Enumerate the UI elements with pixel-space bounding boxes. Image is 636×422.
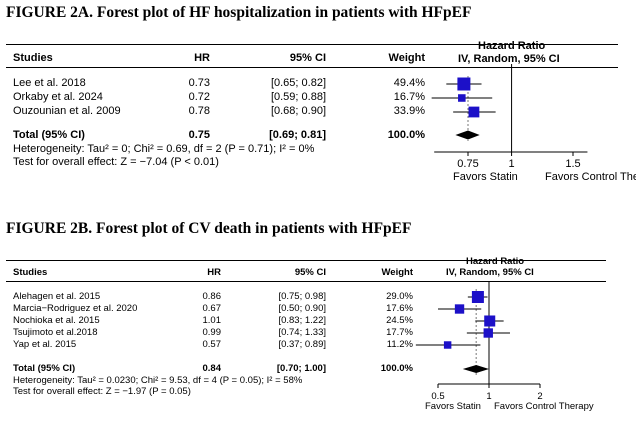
fig2a-top-rule [6,44,618,45]
fig2b-top-rule [6,260,606,261]
fig2b-favors-left: Favors Statin [425,401,481,412]
fig2b-study-name: Tsujimoto et al.2018 [13,327,98,338]
fig2a-study-ci: [0.68; 0.90] [270,105,326,117]
fig2b-estimate-square [443,341,452,349]
fig2a-study-name: Ouzounian et al. 2009 [13,105,121,117]
fig2b-total-weight: 100.0% [380,363,413,374]
fig2b-study-name: Marcia−Rodriguez et al. 2020 [13,303,138,314]
fig2b-col-ci: 95% CI [294,267,326,278]
fig2a-pooled-diamond [455,130,480,140]
fig2b-effect-header-1: Hazard Ratio [466,256,525,267]
fig2a-overall-test: Test for overall effect: Z = −7.04 (P < … [13,156,219,168]
fig2a-study-ci: [0.65; 0.82] [270,77,326,89]
fig2b-favors-right: Favors Control Therapy [494,401,594,412]
fig2a-estimate-square [458,94,466,102]
fig2a-col-weight: Weight [388,52,425,64]
fig2a-total-label: Total (95% CI) [13,129,85,141]
fig2b-x-tick-label: 1 [486,391,491,402]
fig2b-overall-test: Test for overall effect: Z = −1.97 (P = … [13,386,191,397]
fig2b-total-label: Total (95% CI) [13,363,76,374]
fig2a-col-hr: HR [194,52,210,64]
fig2a-x-tick-label: 1.5 [565,158,580,170]
fig2b-study-name: Yap et al. 2015 [13,339,77,350]
fig2a-x-tick-label: 1 [509,158,515,170]
fig2b-col-hr: HR [207,267,221,278]
fig2a-effect-header-1: Hazard Ratio [478,40,546,52]
fig2b-heterogeneity: Heterogeneity: Tau² = 0.0230; Chi² = 9.5… [13,375,303,386]
fig2b-effect-header-2: IV, Random, 95% CI [446,267,534,278]
fig2b-study-ci: [0.74; 1.33] [278,327,326,338]
figure-2b-title: FIGURE 2B. Forest plot of CV death in pa… [6,220,412,237]
fig2a-study-ci: [0.59; 0.88] [270,91,326,103]
fig2a-favors-left: Favors Statin [453,171,518,183]
fig2b-study-weight: 24.5% [386,315,413,326]
fig2a-estimate-square [468,106,480,118]
figure-2a-title: FIGURE 2A. Forest plot of HF hospitaliza… [6,4,472,21]
fig2b-study-ci: [0.75; 0.98] [278,291,326,302]
fig2b-study-hr: 0.99 [202,327,222,338]
fig2a-total-weight: 100.0% [387,129,425,141]
fig2b-study-name: Nochioka et al. 2015 [13,315,100,326]
fig2b-study-ci: [0.37; 0.89] [278,339,326,350]
fig2b-pooled-diamond [462,365,489,373]
fig2b-estimate-square [454,304,465,314]
fig2b-total-hr: 0.84 [202,363,222,374]
fig2b-study-ci: [0.50; 0.90] [278,303,326,314]
fig2b-study-hr: 1.01 [202,315,222,326]
fig2a-estimate-square [457,77,471,91]
fig2a-col-studies: Studies [13,52,53,64]
fig2a-x-tick-label: 0.75 [457,158,478,170]
fig2b-study-hr: 0.67 [202,303,222,314]
fig2b-header-rule [6,281,606,282]
fig2a-total-ci: [0.69; 0.81] [269,129,326,141]
fig2b-study-weight: 17.7% [386,327,413,338]
fig2a-study-hr: 0.78 [188,105,210,117]
fig2b-col-studies: Studies [13,267,48,278]
fig2a-col-ci: 95% CI [289,52,326,64]
fig2a-study-hr: 0.73 [188,77,210,89]
fig2b-x-tick-label: 2 [537,391,542,402]
fig2a-total-hr: 0.75 [188,129,210,141]
fig2b-study-weight: 17.6% [386,303,413,314]
fig2a-header-rule [6,67,618,68]
fig2b-col-weight: Weight [381,267,414,278]
fig2a-effect-header-2: IV, Random, 95% CI [458,53,560,65]
fig2b-estimate-square [471,291,484,303]
fig2b-study-weight: 11.2% [386,339,413,350]
fig2b-total-ci: [0.70; 1.00] [276,363,326,374]
fig2a-heterogeneity: Heterogeneity: Tau² = 0; Chi² = 0.69, df… [13,143,315,155]
fig2b-study-hr: 0.86 [202,291,222,302]
fig2a-favors-right: Favors Control Therapy [545,171,636,183]
fig2a-study-name: Lee et al. 2018 [13,77,86,89]
fig2a-study-hr: 0.72 [188,91,210,103]
fig2b-study-name: Alehagen et al. 2015 [13,291,101,302]
fig2b-x-tick-label: 0.5 [431,391,444,402]
fig2a-study-name: Orkaby et al. 2024 [13,91,103,103]
fig2b-study-hr: 0.57 [202,339,222,350]
fig2b-estimate-square [483,328,493,338]
fig2b-estimate-square [484,315,496,327]
fig2a-study-weight: 16.7% [393,91,425,103]
fig2b-study-ci: [0.83; 1.22] [278,315,326,326]
fig2a-study-weight: 49.4% [393,77,425,89]
fig2a-study-weight: 33.9% [393,105,425,117]
fig2b-study-weight: 29.0% [386,291,413,302]
